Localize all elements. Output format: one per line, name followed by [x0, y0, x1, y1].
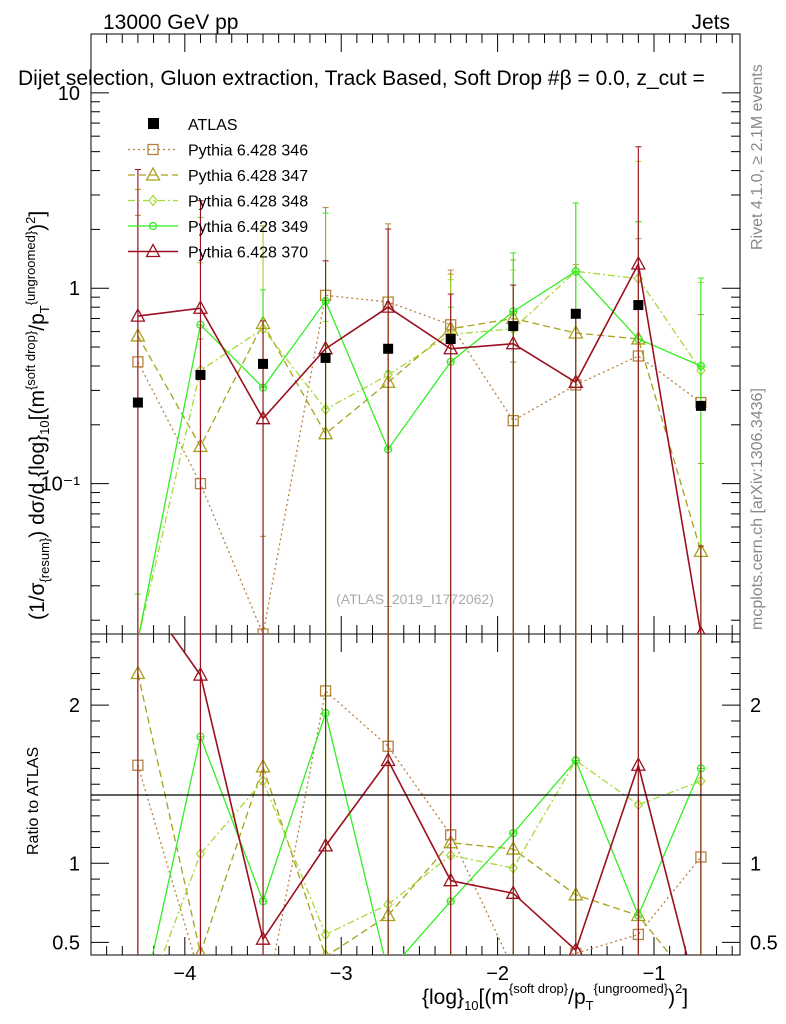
point-atlas: [258, 358, 269, 369]
ratio-point-pythia-6-428-370: [694, 1003, 707, 1015]
ratio-point-pythia-6-428-349: [134, 1018, 141, 1024]
ratio-series-layer: [130, 634, 707, 1024]
legend-label-pythia-6-428-346: Pythia 6.428 346: [188, 143, 308, 160]
ratio-y-tick-label: 1: [69, 853, 80, 875]
ratio-point-pythia-6-428-347: [694, 986, 707, 998]
legend-label-pythia-6-428-347: Pythia 6.428 347: [188, 168, 308, 185]
legend-label-pythia-6-428-349: Pythia 6.428 349: [188, 219, 308, 236]
legend-marker-pythia-6-428-347: [145, 166, 161, 181]
line-pythia-6-428-370: [137, 261, 702, 634]
point-atlas: [195, 369, 206, 380]
ratio-y-tick-label: 0.5: [52, 932, 80, 954]
line-pythia-6-428-348: [138, 270, 702, 634]
point-pythia-6-428-370: [192, 299, 209, 314]
point-atlas: [445, 333, 456, 344]
point-pythia-6-428-370: [505, 335, 521, 350]
legend-marker-pythia-6-428-348: [148, 194, 158, 207]
line-pythia-6-428-346: [137, 294, 702, 634]
ratio-point-pythia-6-428-348: [134, 1016, 142, 1024]
ratio-point-pythia-6-428-370: [443, 872, 459, 887]
point-atlas: [508, 321, 519, 332]
ratio-y-tick-label: 1: [750, 853, 761, 875]
ratio-point-pythia-6-428-370: [630, 756, 646, 771]
main-y-tick-label: 10: [58, 83, 80, 105]
line-pythia-6-428-349: [138, 270, 702, 634]
legend-marker-pythia-6-428-346: [147, 143, 159, 156]
ratio-point-pythia-6-428-347: [195, 945, 206, 955]
ratio-axis-ticks: −4 −3 −2 −1 0.5 0.5 1 1 2 2: [52, 634, 778, 985]
point-atlas: [320, 352, 331, 363]
ratio-y-tick-label: 2: [750, 695, 761, 717]
ratio-point-pythia-6-428-370: [505, 884, 521, 899]
point-atlas: [633, 300, 644, 311]
x-axis-title: {log}10[(m{soft drop}/pT{ungroomed})2]: [422, 981, 688, 1013]
legend-label-pythia-6-428-370: Pythia 6.428 370: [188, 245, 308, 262]
main-y-tick-label: 1: [69, 278, 80, 300]
ratio-point-pythia-6-428-346: [258, 1010, 268, 1020]
point-pythia-6-428-370: [696, 625, 706, 634]
point-pythia-6-428-370: [443, 340, 459, 355]
main-axis-ticks: 10⁻¹ 1 10: [41, 33, 740, 634]
legend-label-atlas: ATLAS: [188, 117, 238, 134]
x-tick-label: −4: [173, 963, 196, 985]
analysis-watermark: (ATLAS_2019_I1772062): [336, 591, 494, 607]
x-tick-label: −2: [486, 963, 509, 985]
legend-label-pythia-6-428-348: Pythia 6.428 348: [188, 194, 308, 211]
ratio-point-pythia-6-428-370: [568, 941, 583, 955]
ratio-point-pythia-6-428-349: [385, 969, 392, 976]
line-pythia-6-428-347: [137, 317, 702, 552]
header-process-label: Jets: [691, 11, 730, 34]
legend-marker-pythia-6-428-370: [145, 243, 161, 258]
point-pythia-6-428-370: [630, 255, 646, 270]
ratio-line-pythia-6-428-346: [137, 689, 702, 955]
main-y-axis-title: (1/σ{resum}) dσ/d {log}10[(m{soft drop}/…: [23, 211, 52, 620]
point-atlas: [132, 397, 143, 408]
ratio-line-pythia-6-428-349: [151, 710, 702, 955]
x-tick-label: −1: [643, 963, 666, 985]
header-energy-label: 13000 GeV pp: [103, 11, 238, 34]
mcplots-label: mcplots.cern.ch [arXiv:1306.3436]: [749, 388, 766, 630]
main-y-tick-label: 10⁻¹: [41, 474, 81, 496]
ratio-point-pythia-6-428-370: [192, 666, 209, 681]
ratio-point-pythia-6-428-346: [195, 972, 205, 982]
rivet-version-label: Rivet 4.1.0, ≥ 2.1M events: [749, 64, 766, 250]
point-pythia-6-428-370: [380, 298, 396, 313]
ratio-y-tick-label: 2: [69, 695, 80, 717]
x-tick-label: −3: [330, 963, 353, 985]
ratio-point-pythia-6-428-346: [508, 964, 518, 974]
ratio-point-pythia-6-428-370: [380, 752, 396, 767]
legend-marker-atlas: [148, 118, 159, 129]
point-atlas: [695, 400, 706, 411]
plot-title: Dijet selection, Gluon extraction, Track…: [18, 67, 705, 90]
ratio-line-pythia-6-428-370: [170, 634, 688, 955]
ratio-y-tick-label: 0.5: [750, 932, 778, 954]
ratio-point-pythia-6-428-370: [317, 837, 334, 852]
point-pythia-6-428-370: [130, 307, 146, 322]
point-pythia-6-428-370: [568, 373, 584, 388]
ratio-y-axis-title: Ratio to ATLAS: [25, 747, 42, 855]
main-series-layer: [130, 146, 709, 634]
legend: ATLAS Pythia 6.428 346 Pythia 6.428 347 Pyt…: [128, 117, 308, 262]
point-atlas: [383, 343, 394, 354]
ratio-line-pythia-6-428-347: [137, 673, 672, 955]
ratio-point-pythia-6-428-370: [255, 930, 271, 945]
point-pythia-6-428-370: [255, 410, 271, 425]
point-atlas: [570, 308, 581, 319]
